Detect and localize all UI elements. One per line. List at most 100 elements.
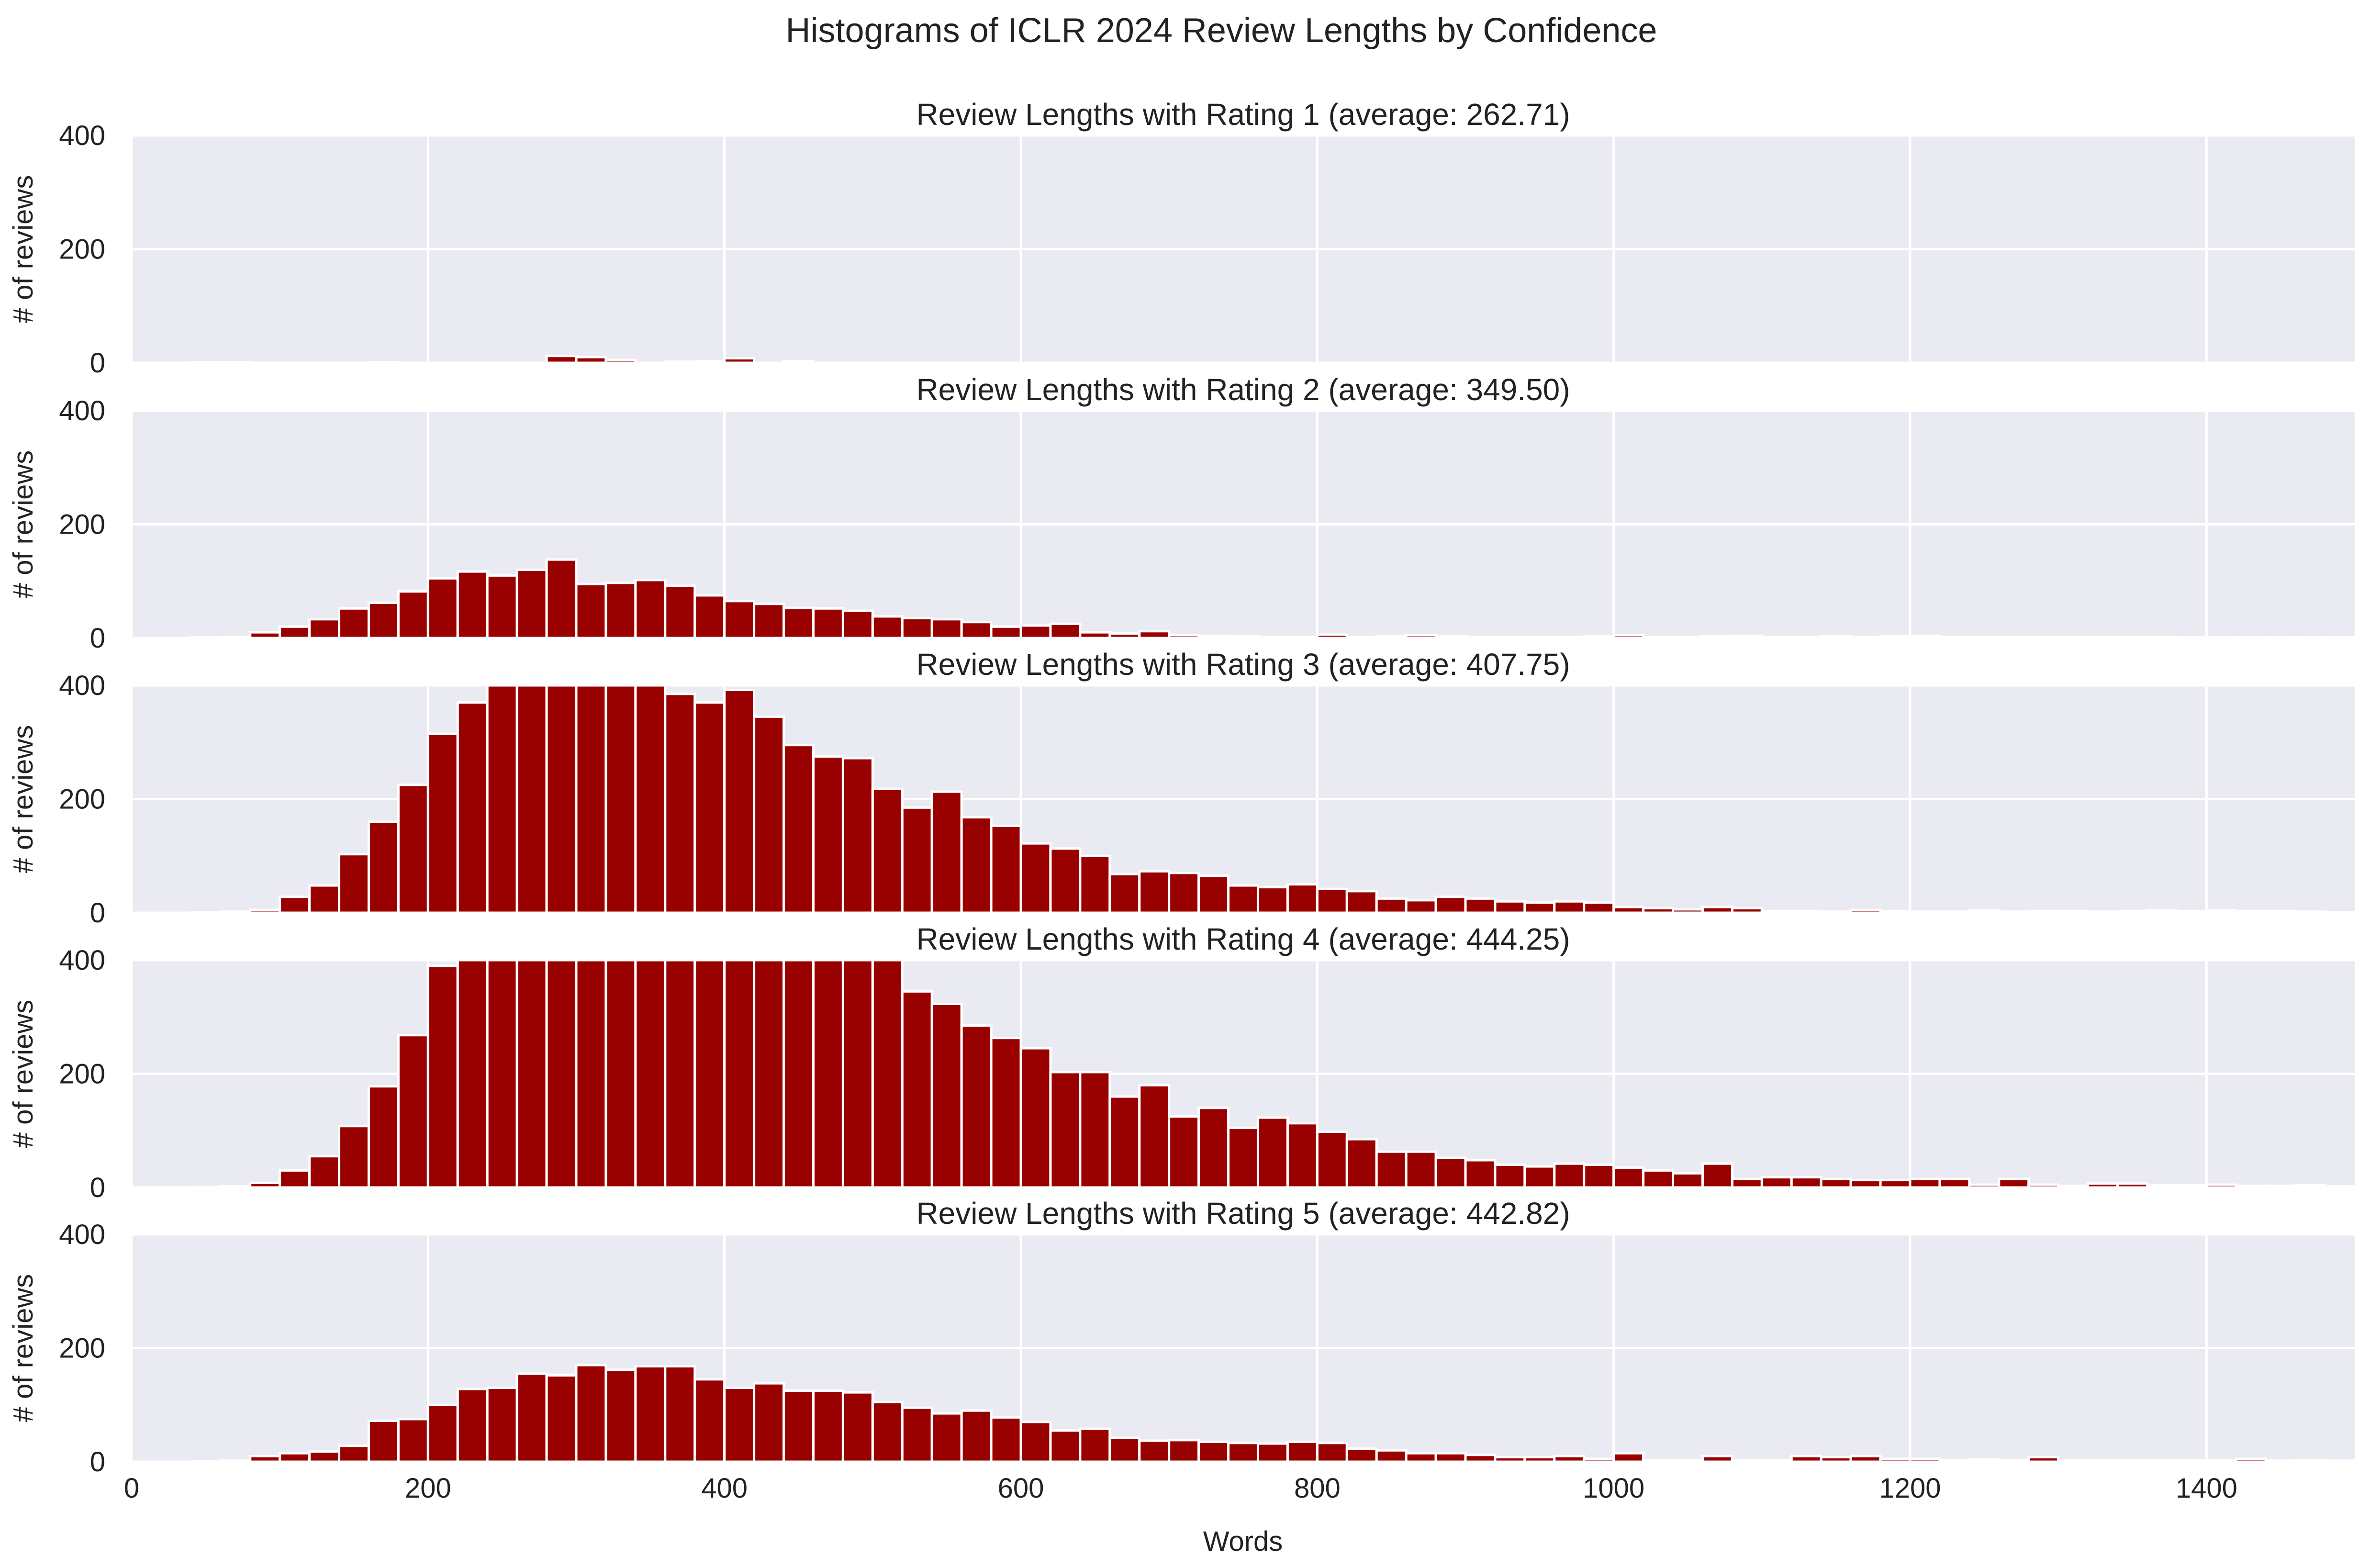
histogram-bar: [2294, 1184, 2326, 1189]
panel-2: Review Lengths with Rating 2 (average: 3…: [8, 372, 2356, 654]
histogram-bar: [604, 358, 637, 364]
histogram-bar: [1375, 1150, 1408, 1189]
histogram-bar: [2057, 1458, 2090, 1463]
histogram-bar: [990, 1416, 1022, 1463]
histogram-bar: [1968, 636, 2001, 639]
histogram-bar: [1464, 1454, 1497, 1463]
histogram-bar: [1998, 1177, 2030, 1189]
histogram-bar: [397, 784, 429, 914]
x-tick-label: 1000: [1583, 1473, 1644, 1504]
histogram-bar: [1731, 634, 1763, 639]
histogram-bar: [1849, 908, 1882, 914]
histogram-bar: [693, 1378, 726, 1463]
y-tick-label: 400: [59, 945, 105, 976]
histogram-bar: [575, 582, 607, 639]
histogram-bar: [1672, 1172, 1704, 1189]
histogram-bar: [1583, 901, 1615, 914]
histogram-bar: [1108, 1436, 1141, 1463]
panel-1: Review Lengths with Rating 1 (average: 2…: [8, 97, 2355, 379]
histogram-bar: [901, 1406, 933, 1463]
histogram-bar: [486, 959, 518, 1189]
histogram-bar: [1494, 1456, 1526, 1463]
histogram-bar: [367, 820, 400, 914]
histogram-bar: [1227, 1442, 1259, 1463]
histogram-bar: [604, 959, 637, 1189]
histogram-bar: [545, 959, 578, 1189]
histogram-bar: [308, 1155, 341, 1189]
histogram-bar: [1256, 1442, 1289, 1463]
y-tick-label: 0: [90, 347, 105, 379]
histogram-bar: [960, 621, 993, 639]
histogram-bar: [1938, 1458, 1971, 1463]
histogram-bar: [249, 908, 281, 914]
histogram-bar: [2235, 909, 2267, 914]
y-tick-label: 200: [59, 1059, 105, 1090]
histogram-bar: [1464, 897, 1497, 914]
histogram-bar: [871, 1400, 904, 1463]
histogram-bar: [2205, 1458, 2237, 1463]
histogram-bar: [1019, 624, 1052, 639]
histogram-bar: [2175, 1184, 2208, 1189]
histogram-bar: [1227, 884, 1259, 914]
histogram-bar: [367, 361, 400, 364]
histogram-bar: [1108, 1095, 1141, 1189]
histogram-bar: [604, 582, 637, 639]
histogram-bar: [1197, 634, 1230, 639]
histogram-bar: [2175, 909, 2208, 914]
histogram-bar: [1879, 1457, 1912, 1463]
histogram-bar: [1375, 635, 1408, 639]
histogram-bar: [367, 601, 400, 639]
histogram-bar: [2235, 1457, 2267, 1463]
histogram-bar: [190, 361, 222, 364]
histogram-bar: [1583, 1164, 1615, 1189]
histogram-bar: [1256, 886, 1289, 914]
histogram-bar: [1523, 636, 1556, 639]
histogram-bar: [1049, 847, 1082, 914]
histogram-bar: [1879, 909, 1912, 914]
histogram-bar: [1879, 1179, 1912, 1189]
histogram-bar: [693, 701, 726, 914]
histogram-bar: [1909, 1457, 1941, 1463]
histogram-bar: [1079, 854, 1111, 914]
histogram-bar: [1820, 635, 1852, 639]
histogram-bar: [1820, 1177, 1852, 1189]
y-axis-label: # of reviews: [8, 175, 39, 323]
histogram-bar: [901, 990, 933, 1189]
y-tick-label: 0: [90, 623, 105, 654]
histogram-bar: [1405, 634, 1437, 639]
histogram-bar: [1968, 1183, 2001, 1189]
histogram-bar: [1849, 1455, 1882, 1463]
histogram-bar: [812, 959, 844, 1189]
histogram-bar: [723, 689, 756, 914]
histogram-bar: [841, 1391, 874, 1463]
histogram-bar: [812, 607, 844, 639]
x-tick-label: 1200: [1879, 1473, 1941, 1504]
histogram-bar: [249, 1182, 281, 1189]
histogram-bar: [1464, 1159, 1497, 1189]
histogram-bar: [397, 1418, 429, 1463]
histogram-bar: [1701, 1455, 1733, 1463]
histogram-bar: [1849, 1179, 1882, 1189]
histogram-bar: [1523, 901, 1556, 914]
histogram-bar: [723, 600, 756, 639]
x-tick-label: 800: [1294, 1473, 1341, 1504]
histogram-bar: [397, 1034, 429, 1189]
histogram-bar: [1108, 632, 1141, 639]
histogram-bar: [2087, 910, 2119, 914]
histogram-bar: [515, 1372, 548, 1463]
histogram-bar: [2146, 1458, 2178, 1463]
histogram-bar: [664, 959, 696, 1189]
histogram-bar: [1849, 636, 1882, 639]
x-tick-label: 400: [701, 1473, 748, 1504]
histogram-bar: [1968, 909, 2001, 914]
histogram-bar: [308, 884, 341, 914]
histogram-bar: [1286, 636, 1319, 639]
histogram-bar: [1731, 907, 1763, 914]
histogram-bar: [426, 732, 459, 914]
histogram-bar: [308, 618, 341, 639]
histogram-bar: [2294, 1458, 2326, 1463]
histogram-bar: [664, 584, 696, 639]
histogram-bar: [1049, 1071, 1082, 1189]
histogram-bar: [664, 360, 696, 364]
histogram-bar: [693, 959, 726, 1189]
